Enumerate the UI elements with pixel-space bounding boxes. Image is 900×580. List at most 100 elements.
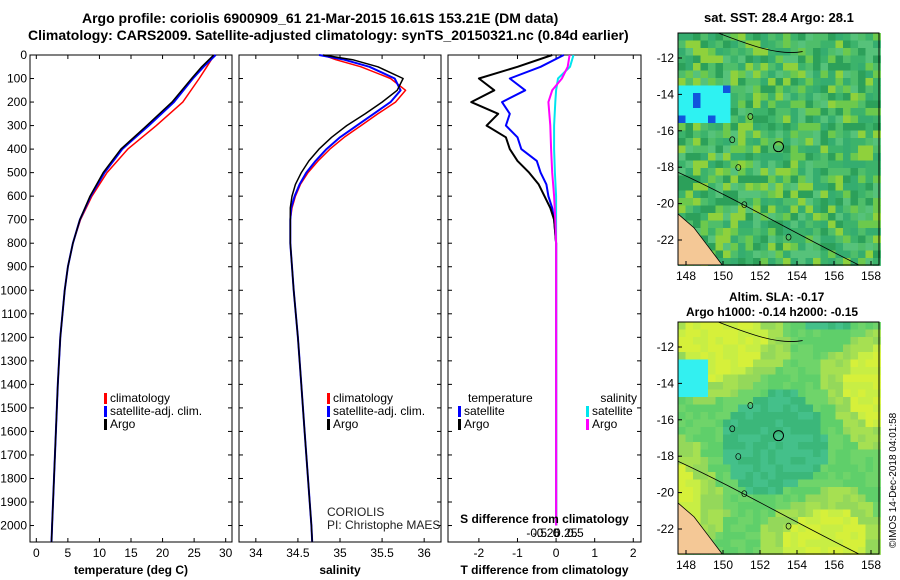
sst-map-cell (850, 85, 859, 94)
sst-map-cell (798, 183, 806, 191)
sla-map-cell (745, 419, 754, 428)
sla-map-cell (850, 344, 859, 353)
sla-map-cell (685, 427, 694, 435)
sla-map-cell (820, 352, 829, 360)
temp-legend-swatch (104, 393, 107, 404)
sla-map-cell (835, 419, 844, 428)
sla-map-cell (700, 322, 709, 330)
sla-map-cell (693, 472, 701, 480)
sla-map-cell (768, 359, 776, 368)
sla-map-cell (730, 382, 739, 390)
y-tick-label: 1900 (0, 495, 27, 509)
sst-map-cell (685, 130, 694, 139)
sst-map-cell (753, 78, 761, 86)
sst-map-cell (835, 108, 844, 116)
sla-map-cell (790, 382, 799, 390)
sla-map-cell (730, 359, 739, 368)
sst-map-cell (693, 100, 701, 109)
sla-map-cell (753, 337, 761, 345)
sst-map-cell (783, 183, 791, 191)
sla-map-cell (693, 502, 701, 510)
sla-map-cell (873, 344, 881, 353)
sla-map-cell (723, 382, 731, 390)
y-tick-label: 0 (20, 48, 27, 62)
sla-map-cell (738, 472, 746, 480)
sst-map-cell (753, 220, 761, 229)
sla-map-cell (850, 359, 859, 368)
sst-map-cell (805, 85, 814, 94)
y-tick-label: 400 (7, 142, 27, 156)
sla-map-cell (678, 359, 686, 368)
sla-map-cell (805, 352, 814, 360)
sst-map-cell (805, 153, 814, 161)
sla-map-cell (723, 457, 731, 465)
sla-map-cell (738, 434, 746, 443)
sst-map-cell (708, 190, 716, 199)
sla-map-cell (768, 374, 776, 383)
sst-map-cell (843, 85, 851, 94)
sst-map-cell (813, 40, 821, 49)
sst-map-cell (858, 93, 866, 101)
sst-map-cell (678, 63, 686, 71)
sst-map-cell (723, 168, 731, 176)
sst-map-cell (723, 160, 731, 169)
sla-map-cell (730, 419, 739, 428)
sla-map-cell (835, 539, 844, 548)
sla-map-cell (865, 322, 874, 330)
sst-map-cell (723, 153, 731, 161)
sla-map-cell (843, 352, 851, 360)
sst-map-cell (783, 48, 791, 56)
sla-map-cell (760, 457, 769, 465)
sla-map-cell (715, 434, 724, 443)
sla-map-cell (865, 502, 874, 510)
sst-map-cell (835, 205, 844, 214)
sst-map-cell (685, 115, 694, 124)
sla-map-cell (873, 419, 881, 428)
sla-map-cell (685, 419, 694, 428)
sst-map-cell (858, 258, 866, 266)
sst-map-cell (805, 213, 814, 221)
sst-map-cell (790, 243, 799, 251)
plot-frame-salinity (238, 54, 442, 543)
sst-map-cell (700, 70, 709, 79)
sla-map-cell (768, 464, 776, 473)
sla-map-cell (693, 389, 701, 398)
sla-map-cell (813, 374, 821, 383)
sla-map-cell (843, 337, 851, 345)
sst-map-cell (850, 108, 859, 116)
sla-map-cell (805, 442, 814, 450)
sst-map-cell (693, 108, 701, 116)
sst-map-cell (843, 250, 851, 259)
sla-map-cell (738, 329, 746, 338)
sla-map-cell (775, 442, 784, 450)
sla-map-cell (873, 524, 881, 533)
sst-map-cell (678, 40, 686, 49)
sst-map-cell (820, 115, 829, 124)
sst-map-cell (745, 123, 754, 131)
sla-map-cell (693, 412, 701, 420)
sst-map-cell (715, 48, 724, 56)
sla-map-cell (858, 472, 866, 480)
sla-map-cell (738, 344, 746, 353)
sst-map-cell (738, 130, 746, 139)
sla-map-cell (835, 532, 844, 540)
sla-map-cell (768, 329, 776, 338)
sla-map-cell (850, 532, 859, 540)
sla-map-cell (745, 427, 754, 435)
sst-map-cell (760, 130, 769, 139)
y-tick-label: 200 (7, 95, 27, 109)
sst-map-cell (820, 63, 829, 71)
sla-map-cell (700, 359, 709, 368)
sst-map-cell (865, 55, 874, 64)
sst-map-cell (783, 198, 791, 206)
sla-map-cell (805, 412, 814, 420)
sst-map-cell (805, 55, 814, 64)
sst-map-cell (738, 138, 746, 146)
sla-map-cell (820, 389, 829, 398)
sst-map-cell (753, 258, 761, 266)
sla-map-cell (775, 359, 784, 368)
sst-map-cell (865, 130, 874, 139)
sst-map-cell (783, 93, 791, 101)
sst-map-cell (850, 235, 859, 244)
sst-map-cell (730, 183, 739, 191)
